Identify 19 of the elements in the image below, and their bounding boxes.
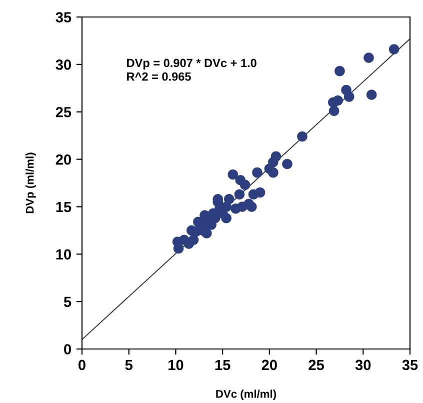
x-tick-label: 20 — [262, 360, 277, 370]
x-tick-label: 5 — [125, 360, 133, 370]
x-tick-label: 15 — [215, 360, 230, 370]
x-tick-label: 30 — [355, 360, 371, 370]
x-tick-label: 10 — [168, 360, 184, 370]
y-tick-label: 10 — [56, 249, 71, 260]
y-tick-label: 30 — [56, 60, 71, 70]
y-tick-label: 5 — [64, 296, 72, 307]
y-tick-label: 25 — [56, 106, 72, 118]
y-axis-title: DVp (ml/ml) — [26, 152, 36, 214]
x-tick-label: 35 — [402, 360, 418, 370]
x-tick-label: 25 — [308, 360, 324, 370]
y-tick-label: 35 — [56, 12, 72, 22]
y-tick-label: 20 — [56, 154, 71, 165]
y-tick-label: 15 — [56, 202, 72, 212]
x-axis-title: DVc (ml/ml) — [216, 390, 276, 400]
x-tick-label: 0 — [78, 360, 86, 370]
y-tick-label: 0 — [64, 344, 71, 354]
annotation: DVp = 0.907 * DVc + 1.0 R^2 = 0.965 — [127, 58, 256, 81]
